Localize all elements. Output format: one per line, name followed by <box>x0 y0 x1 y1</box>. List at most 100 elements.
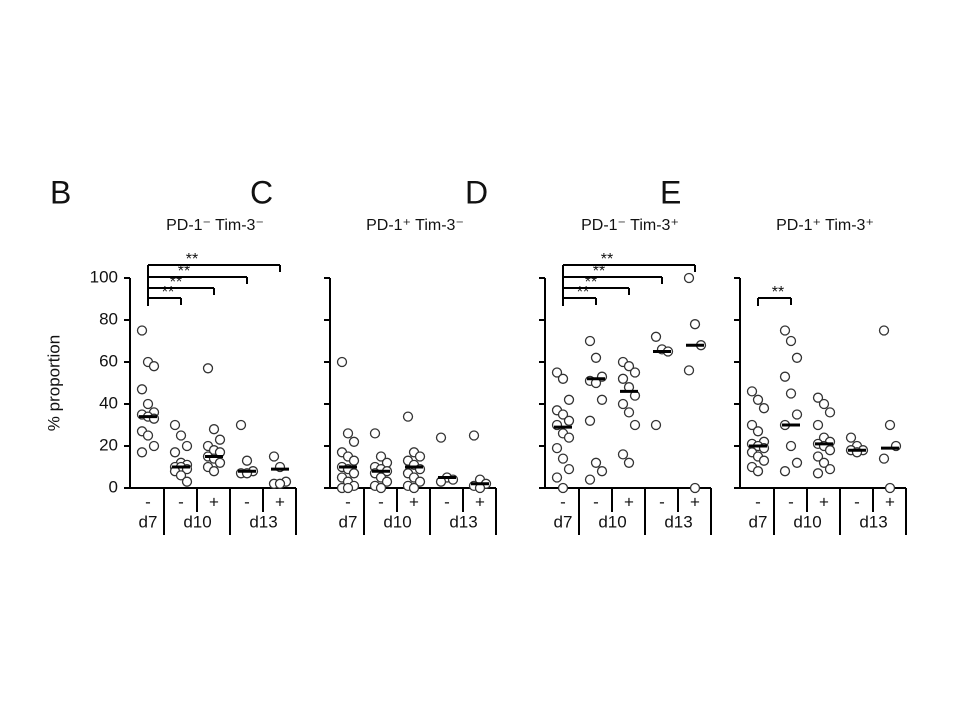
data-point <box>414 451 426 462</box>
data-point <box>779 371 791 382</box>
category-label: - <box>378 492 384 511</box>
data-point <box>824 407 836 418</box>
data-point <box>752 466 764 477</box>
data-point <box>584 415 596 426</box>
data-point <box>208 424 220 435</box>
data-point <box>563 415 575 426</box>
data-point <box>791 352 803 363</box>
panel-letter: D <box>465 174 488 210</box>
data-point <box>169 447 181 458</box>
data-point <box>468 430 480 441</box>
data-point <box>779 325 791 336</box>
data-point <box>824 463 836 475</box>
data-point <box>563 394 575 405</box>
group-label: d7 <box>339 512 358 531</box>
data-point <box>629 367 641 378</box>
y-axis-label: % proportion <box>44 335 63 431</box>
group-label: d13 <box>664 512 692 531</box>
data-point <box>878 453 890 464</box>
data-point <box>623 457 635 468</box>
data-point <box>214 457 226 468</box>
significance-label: ** <box>593 263 605 280</box>
y-tick-label: 60 <box>99 351 118 370</box>
panel-letter: C <box>250 174 273 210</box>
data-point <box>381 476 393 487</box>
data-point <box>758 403 770 414</box>
significance-label: ** <box>178 263 190 280</box>
data-point <box>590 352 602 363</box>
data-point <box>884 419 896 431</box>
data-point <box>584 474 596 485</box>
data-point <box>785 388 797 399</box>
data-point <box>845 432 857 443</box>
category-label: - <box>178 492 184 511</box>
data-point <box>142 430 154 441</box>
data-point <box>878 325 890 336</box>
significance-label: ** <box>601 251 613 268</box>
data-point <box>557 373 569 384</box>
data-point <box>563 432 575 443</box>
y-tick-label: 80 <box>99 309 118 328</box>
data-point <box>650 419 662 431</box>
data-point <box>818 398 830 410</box>
category-label: - <box>244 492 250 511</box>
data-point <box>551 442 563 454</box>
data-point <box>241 455 253 466</box>
data-point <box>142 398 154 410</box>
data-point <box>348 436 360 447</box>
category-label: - <box>854 492 860 511</box>
data-point <box>375 482 387 494</box>
panel-title: PD-1⁻ Tim-3⁻ <box>166 217 264 234</box>
data-point <box>169 419 181 431</box>
category-label: - <box>560 492 566 511</box>
data-point <box>408 482 420 494</box>
category-label: + <box>275 492 285 511</box>
group-label: d10 <box>793 512 821 531</box>
panel-title: PD-1⁺ Tim-3⁺ <box>776 217 874 234</box>
y-tick-label: 100 <box>90 267 118 286</box>
category-label: + <box>885 492 895 511</box>
significance-label: ** <box>585 274 597 291</box>
data-point <box>348 455 360 466</box>
data-point <box>617 449 629 460</box>
group-label: d7 <box>554 512 573 531</box>
category-label: - <box>345 492 351 511</box>
category-label: + <box>209 492 219 511</box>
category-label: - <box>145 492 151 511</box>
data-point <box>181 440 193 452</box>
group-label: d13 <box>449 512 477 531</box>
data-point <box>181 476 193 487</box>
group-label: d10 <box>598 512 626 531</box>
data-point <box>683 365 695 376</box>
data-point <box>208 466 220 477</box>
data-point <box>202 363 214 374</box>
data-point <box>884 482 896 494</box>
data-point <box>348 468 360 479</box>
data-point <box>342 428 354 439</box>
y-tick-label: 20 <box>99 435 118 454</box>
data-point <box>812 451 824 462</box>
data-point <box>175 470 187 481</box>
category-label: + <box>624 492 634 511</box>
category-label: - <box>755 492 761 511</box>
category-label: + <box>819 492 829 511</box>
significance-label: ** <box>170 274 182 291</box>
category-label: + <box>690 492 700 511</box>
group-label: d7 <box>749 512 768 531</box>
data-point <box>402 411 414 422</box>
data-point <box>689 482 701 494</box>
data-point <box>136 447 148 458</box>
data-point <box>785 440 797 452</box>
data-point <box>791 457 803 468</box>
data-point <box>590 457 602 468</box>
category-label: - <box>444 492 450 511</box>
data-point <box>175 430 187 441</box>
data-point <box>557 482 569 494</box>
data-point <box>752 394 764 405</box>
panel-letter: B <box>50 174 71 210</box>
data-point <box>623 407 635 418</box>
data-point <box>551 472 563 483</box>
data-point <box>746 419 758 431</box>
data-point <box>342 482 354 494</box>
data-point <box>584 335 596 347</box>
